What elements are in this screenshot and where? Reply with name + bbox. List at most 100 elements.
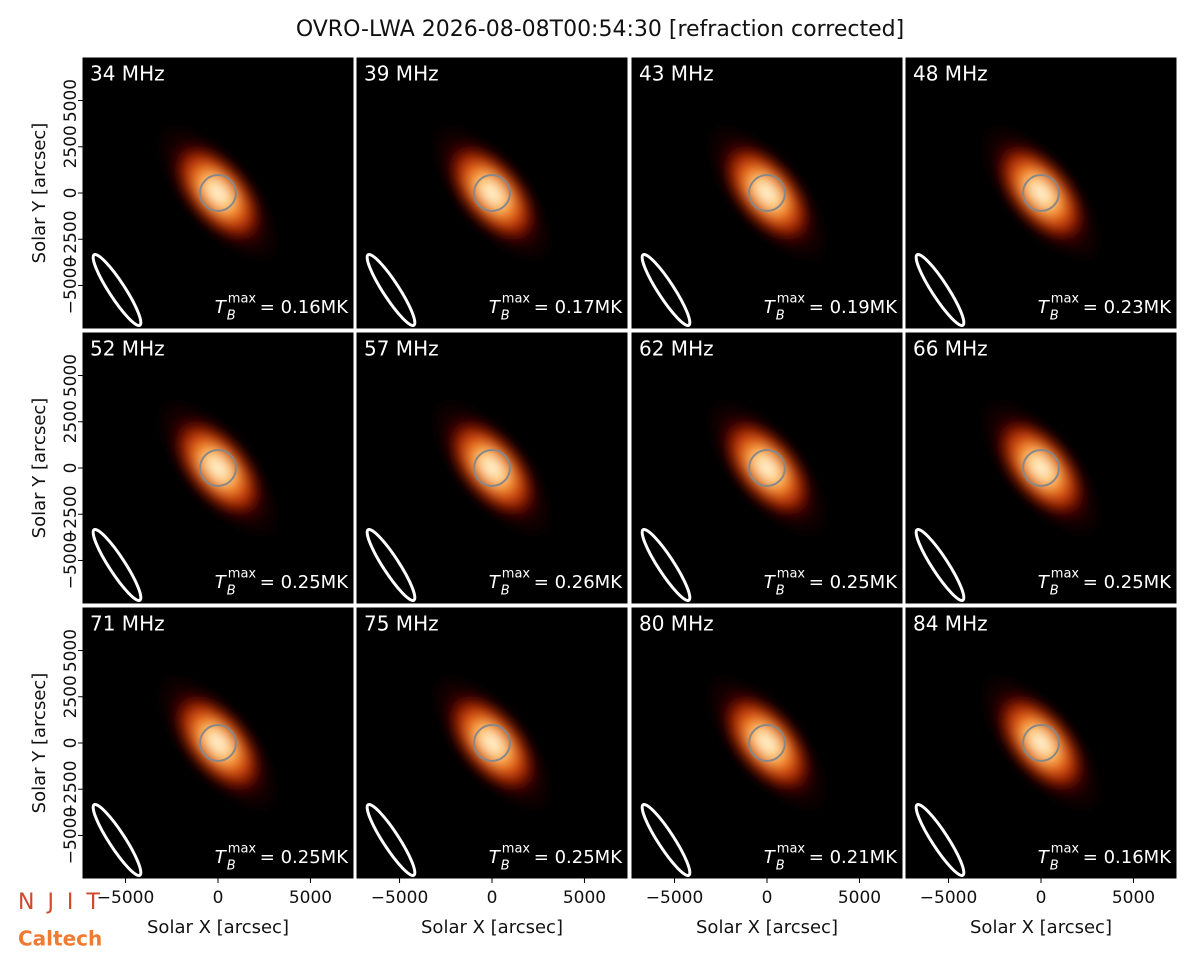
y-tick-label: 2500	[61, 125, 81, 168]
x-tick-label: −5000	[646, 888, 704, 908]
solar-disk	[748, 724, 786, 762]
panel	[632, 608, 902, 878]
x-tick-label: −5000	[371, 888, 429, 908]
tb-sup: max	[777, 567, 806, 582]
tb-sub: B	[776, 584, 785, 599]
emission-core	[445, 417, 539, 519]
panel-label: 62 MHz	[639, 337, 714, 361]
panel-label: 57 MHz	[364, 337, 439, 361]
tb-value: = 0.17MK	[534, 297, 623, 318]
tb-value: = 0.26MK	[534, 572, 623, 593]
y-tick-label: 0	[61, 738, 81, 749]
y-axis-label: Solar Y [arcsec]	[29, 398, 50, 539]
y-tick-label: −5000	[61, 807, 81, 865]
panel	[906, 58, 1176, 328]
y-tick-label: 2500	[61, 400, 81, 443]
tb-symbol: T	[1038, 847, 1051, 868]
tb-symbol: T	[215, 847, 228, 868]
solar-disk	[748, 449, 786, 487]
tb-sup: max	[1051, 292, 1080, 307]
tb-sub: B	[1050, 859, 1059, 874]
y-tick-label: −5000	[61, 257, 81, 315]
beam	[640, 528, 692, 602]
y-tick-label: 0	[61, 463, 81, 474]
tb-value: = 0.16MK	[1083, 847, 1172, 868]
tb-symbol: T	[1038, 572, 1051, 593]
tb-symbol: T	[1038, 297, 1051, 318]
beam	[365, 528, 417, 602]
solar-disk	[473, 174, 511, 212]
beam	[365, 803, 417, 877]
y-axis-label: Solar Y [arcsec]	[29, 123, 50, 264]
logo-njit: N J I T	[18, 890, 103, 915]
panel	[357, 333, 627, 603]
tb-sup: max	[228, 292, 257, 307]
y-tick-label: −2500	[61, 210, 81, 268]
x-tick-label: 5000	[563, 888, 606, 908]
tb-sub: B	[1050, 309, 1059, 324]
x-tick-label: 5000	[838, 888, 881, 908]
beam	[640, 253, 692, 327]
panel-label: 34 MHz	[90, 62, 165, 86]
y-tick-label: 0	[61, 188, 81, 199]
beam	[91, 803, 143, 877]
y-tick-label: 5000	[61, 354, 81, 397]
x-tick-label: 0	[1036, 888, 1047, 908]
emission-core	[994, 417, 1088, 519]
y-tick-label: 2500	[61, 675, 81, 718]
emission-core	[445, 692, 539, 794]
emission-core	[171, 417, 265, 519]
x-tick-label: 0	[487, 888, 498, 908]
tb-value: = 0.25MK	[1083, 572, 1172, 593]
panel	[357, 58, 627, 328]
tb-symbol: T	[215, 297, 228, 318]
beam	[914, 528, 966, 602]
tb-sup: max	[502, 292, 531, 307]
beam	[91, 528, 143, 602]
tb-value: = 0.25MK	[260, 847, 349, 868]
solar-disk	[1022, 174, 1060, 212]
solar-disk	[199, 174, 237, 212]
panel	[83, 608, 353, 878]
panel-label: 52 MHz	[90, 337, 165, 361]
x-tick-label: 5000	[1112, 888, 1155, 908]
y-tick-label: 5000	[61, 79, 81, 122]
figure-title: OVRO-LWA 2026-08-08T00:54:30 [refraction…	[296, 17, 904, 42]
solar-disk	[199, 449, 237, 487]
solar-disk	[1022, 724, 1060, 762]
emission-core	[720, 692, 814, 794]
panel-frame	[356, 57, 628, 329]
beam	[640, 803, 692, 877]
solar-disk	[199, 724, 237, 762]
panel-frame	[631, 332, 903, 604]
beam	[914, 253, 966, 327]
tb-sup: max	[1051, 567, 1080, 582]
tb-sub: B	[1050, 584, 1059, 599]
y-tick-label: −2500	[61, 485, 81, 543]
solar-disk	[473, 449, 511, 487]
emission-core	[720, 142, 814, 244]
panel-label: 66 MHz	[913, 337, 988, 361]
tb-symbol: T	[764, 572, 777, 593]
panel-label: 80 MHz	[639, 612, 714, 636]
tb-sub: B	[776, 309, 785, 324]
tb-sub: B	[501, 584, 510, 599]
emission-core	[171, 142, 265, 244]
tb-symbol: T	[489, 847, 502, 868]
tb-value: = 0.25MK	[534, 847, 623, 868]
panel	[357, 608, 627, 878]
tb-symbol: T	[489, 297, 502, 318]
panel-frame	[905, 57, 1177, 329]
emission-core	[171, 692, 265, 794]
tb-sup: max	[777, 292, 806, 307]
tb-value: = 0.21MK	[809, 847, 898, 868]
panel	[632, 58, 902, 328]
tb-value: = 0.25MK	[260, 572, 349, 593]
tb-sub: B	[501, 309, 510, 324]
y-tick-label: −2500	[61, 760, 81, 818]
tb-symbol: T	[489, 572, 502, 593]
emission-core	[994, 692, 1088, 794]
tb-value: = 0.19MK	[809, 297, 898, 318]
x-tick-label: 5000	[289, 888, 332, 908]
